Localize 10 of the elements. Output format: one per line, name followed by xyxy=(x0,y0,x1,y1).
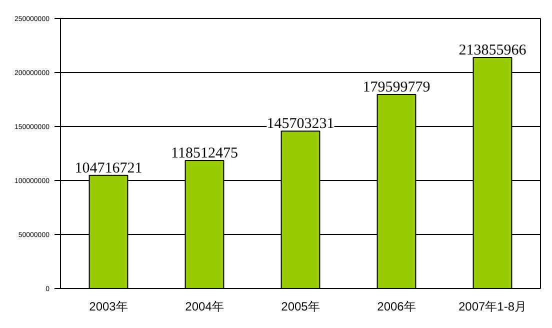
data-label: 118512475 xyxy=(171,146,238,162)
data-label: 104716721 xyxy=(74,160,142,176)
data-label: 145703231 xyxy=(266,116,334,132)
data-label: 179599779 xyxy=(362,80,430,96)
data-label: 213855966 xyxy=(458,42,527,59)
x-tick-label: 2005年 xyxy=(281,300,320,314)
x-tick-label: 2007年1-8月 xyxy=(458,300,527,314)
x-tick-label: 2006年 xyxy=(377,300,416,314)
x-tick-label: 2003年 xyxy=(89,300,128,314)
x-tick-label: 2004年 xyxy=(185,300,224,314)
